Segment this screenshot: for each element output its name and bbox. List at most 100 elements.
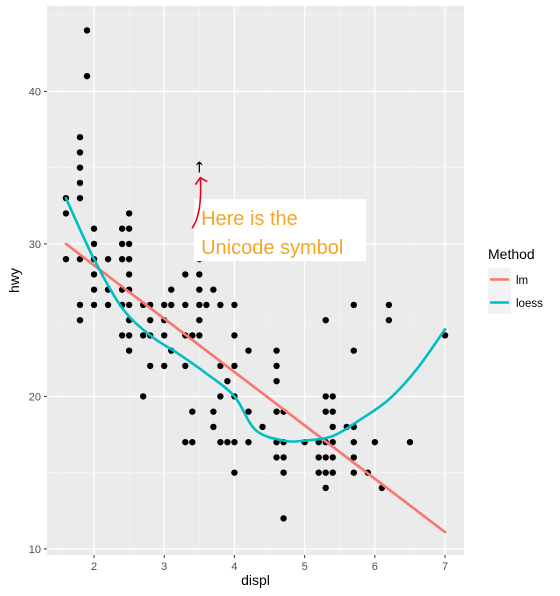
- data-point: [196, 301, 203, 309]
- x-axis-ticks: 2 3 4 5 6 7: [91, 555, 448, 573]
- data-point: [90, 271, 98, 278]
- data-point: [125, 301, 133, 309]
- data-point: [385, 301, 393, 309]
- data-point: [273, 454, 280, 461]
- data-point: [224, 438, 231, 446]
- data-point: [146, 316, 154, 324]
- data-point: [189, 438, 196, 446]
- data-point: [139, 393, 147, 400]
- data-point: [182, 271, 189, 278]
- annotation-arrow: [191, 177, 202, 229]
- data-point: [329, 408, 336, 415]
- data-point: [161, 362, 168, 370]
- data-point: [196, 271, 203, 278]
- data-point: [322, 393, 329, 400]
- data-point: [315, 454, 322, 461]
- data-point: [259, 423, 266, 431]
- data-point: [196, 316, 203, 324]
- data-point: [210, 423, 217, 431]
- data-point: [329, 438, 336, 446]
- data-point: [245, 438, 252, 446]
- data-point: [217, 301, 224, 309]
- data-point: [76, 133, 84, 141]
- data-point: [62, 210, 70, 217]
- data-point: [118, 255, 126, 263]
- x-tick-label: 6: [372, 561, 378, 573]
- data-point: [231, 301, 238, 309]
- data-point: [385, 316, 393, 324]
- data-point: [76, 316, 84, 324]
- data-point: [350, 454, 357, 461]
- data-point: [245, 408, 252, 415]
- data-point: [161, 301, 168, 309]
- x-tick-label: 2: [91, 561, 97, 573]
- y-tick-label: 10: [29, 544, 41, 556]
- data-point: [350, 469, 357, 476]
- data-point: [322, 454, 329, 461]
- data-point: [104, 255, 112, 263]
- data-point: [329, 454, 336, 461]
- data-point: [231, 362, 238, 370]
- data-point: [168, 286, 175, 293]
- data-point: [118, 332, 126, 339]
- data-point: [350, 301, 357, 309]
- data-point: [90, 286, 98, 293]
- data-point: [76, 164, 84, 171]
- data-point: [371, 438, 379, 446]
- data-point: [196, 332, 203, 339]
- y-tick-label: 30: [29, 239, 41, 251]
- data-point: [118, 225, 126, 232]
- data-point: [90, 225, 98, 232]
- data-point: [90, 240, 98, 248]
- y-axis-ticks: 10 20 30 40: [29, 86, 47, 556]
- data-point: [189, 408, 196, 415]
- lm-line: [64, 242, 447, 534]
- data-point: [189, 332, 196, 339]
- data-point: [125, 347, 133, 354]
- fit-lines: [64, 196, 447, 534]
- data-point: [231, 469, 238, 476]
- data-point: [224, 377, 231, 385]
- data-point: [273, 362, 280, 370]
- data-point: [125, 225, 133, 232]
- plot-panel: [47, 6, 464, 555]
- data-point: [322, 484, 329, 492]
- scatter-points: [62, 27, 449, 522]
- data-point: [196, 286, 203, 293]
- data-point: [76, 179, 84, 187]
- data-point: [406, 438, 414, 446]
- data-point: [329, 469, 336, 476]
- data-point: [182, 362, 189, 370]
- data-point: [125, 240, 133, 248]
- data-point: [273, 408, 280, 415]
- annotation-line: Unicode symbol: [201, 237, 343, 259]
- x-tick-label: 4: [231, 561, 237, 573]
- y-tick-label: 20: [29, 391, 41, 403]
- data-point: [315, 469, 322, 476]
- data-point: [231, 332, 238, 339]
- data-point: [83, 27, 91, 34]
- x-tick-label: 3: [161, 561, 167, 573]
- x-tick-label: 7: [442, 561, 448, 573]
- data-point: [280, 469, 287, 476]
- data-point: [329, 393, 336, 400]
- data-point: [231, 438, 238, 446]
- data-point: [245, 347, 252, 354]
- data-point: [90, 301, 98, 309]
- annotation-arrowhead: [194, 176, 208, 186]
- data-point: [210, 408, 217, 415]
- data-point: [76, 255, 84, 263]
- data-point: [125, 255, 133, 263]
- data-point: [280, 515, 287, 522]
- data-point: [161, 332, 168, 339]
- data-point: [83, 72, 91, 80]
- data-point: [76, 149, 84, 156]
- legend: Method lm loess: [488, 246, 543, 314]
- unicode-arrow-symbol: ↑: [193, 159, 206, 177]
- data-point: [76, 301, 84, 309]
- x-tick-label: 5: [302, 561, 308, 573]
- data-point: [203, 301, 210, 309]
- data-point: [182, 301, 189, 309]
- data-point: [322, 408, 329, 415]
